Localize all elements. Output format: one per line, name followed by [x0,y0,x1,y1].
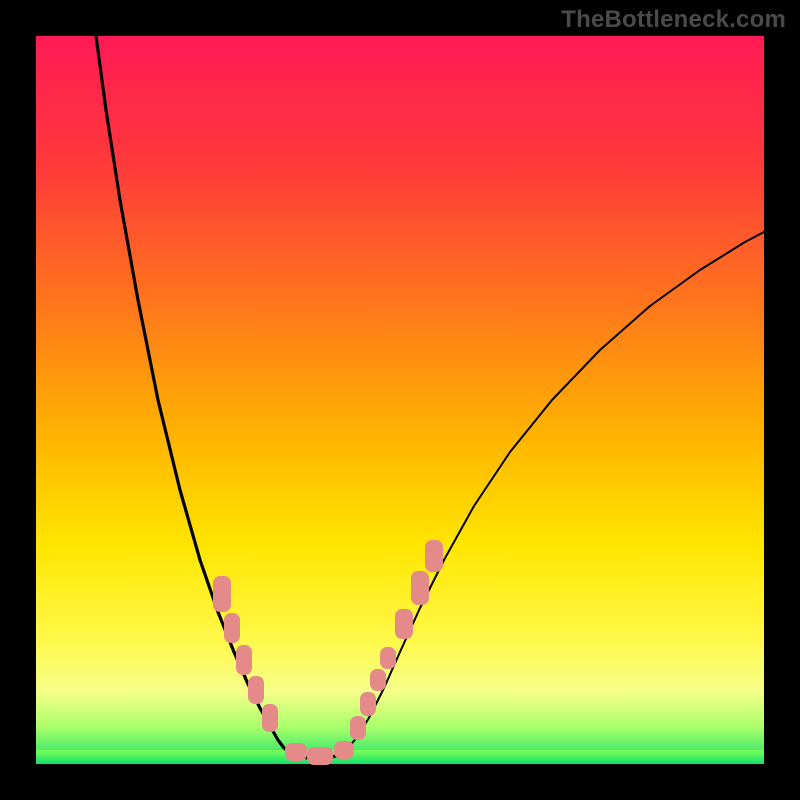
data-marker [224,613,240,643]
data-marker [380,647,396,669]
data-marker [395,609,413,639]
data-marker [425,540,443,572]
data-marker [262,704,278,732]
data-marker [248,676,264,704]
data-marker [350,716,366,740]
data-marker [307,747,333,765]
data-marker [411,571,429,605]
data-marker [236,645,252,675]
watermark-text: TheBottleneck.com [561,6,786,34]
data-marker [360,692,376,716]
data-marker [334,741,354,759]
data-marker [213,576,231,612]
data-markers-group [213,540,443,765]
data-marker [285,743,307,761]
curve-layer [0,0,800,800]
bottleneck-curve-right [340,232,764,755]
data-marker [370,669,386,691]
chart-stage: TheBottleneck.com [0,0,800,800]
bottleneck-curve-left [96,36,290,753]
